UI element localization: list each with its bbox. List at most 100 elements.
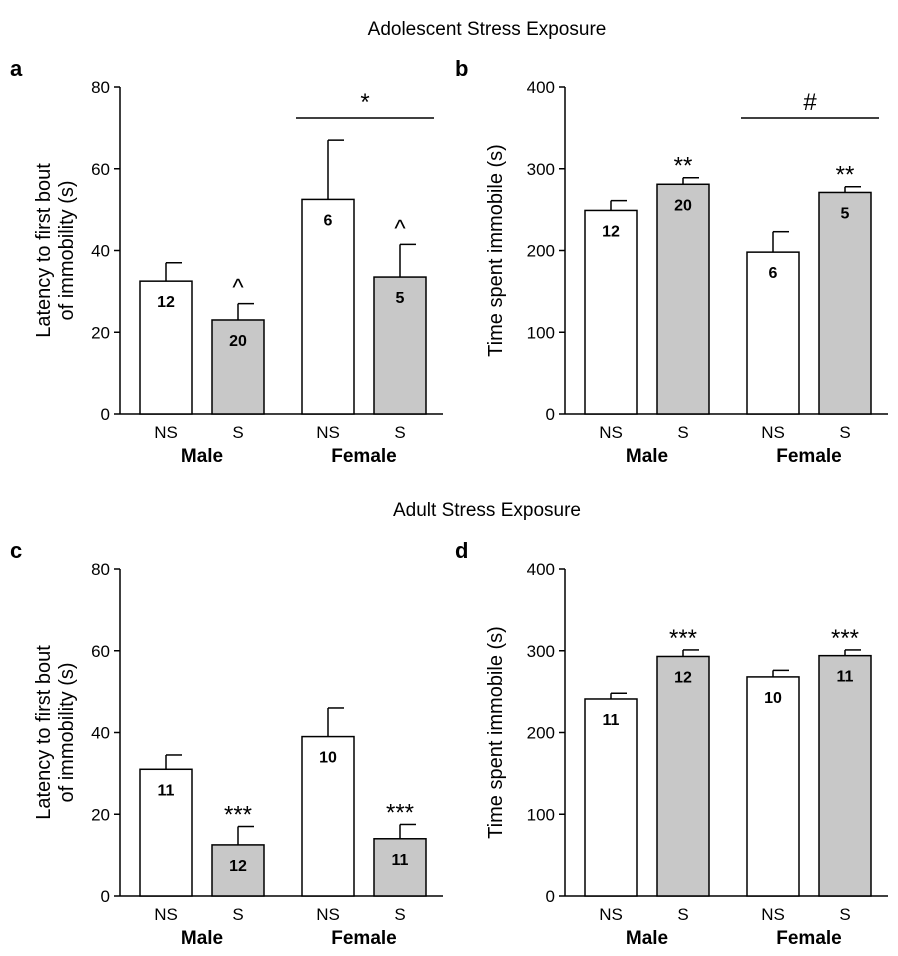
significance-label: ** <box>836 162 855 189</box>
bar-s <box>373 276 427 415</box>
n-label: 20 <box>674 197 692 214</box>
y-tick-label: 60 <box>91 160 110 179</box>
n-label: 5 <box>396 290 405 307</box>
y-tick-label: 300 <box>527 160 555 179</box>
n-label: 10 <box>319 750 337 767</box>
panel-d: d Time spent immobile (s) 0 100 200 300 400 11 N… <box>455 538 888 949</box>
group-label: Male <box>181 928 223 949</box>
significance-label: ^ <box>232 275 244 302</box>
group-label: Female <box>776 446 841 467</box>
y-tick-label: 400 <box>527 78 555 97</box>
n-label: 11 <box>837 669 854 686</box>
panel-letter: a <box>10 56 23 81</box>
panel-letter: c <box>10 538 22 563</box>
category-label: NS <box>154 905 178 924</box>
group-label: Female <box>331 928 396 949</box>
n-label: 11 <box>603 712 620 729</box>
y-tick-label: 0 <box>101 405 110 424</box>
bar-ns <box>746 251 800 415</box>
group-label: Male <box>626 928 668 949</box>
group-label: Male <box>181 446 223 467</box>
category-label: S <box>839 905 850 924</box>
y-tick-label: 20 <box>91 805 110 824</box>
bar-s <box>818 654 872 897</box>
n-label: 20 <box>229 333 247 350</box>
panel-letter: d <box>455 538 468 563</box>
category-label: S <box>394 423 405 442</box>
bar-ns <box>301 198 355 415</box>
n-label: 5 <box>841 205 850 222</box>
section-title-adult: Adult Stress Exposure <box>393 500 581 521</box>
bar-s <box>656 655 710 897</box>
n-label: 10 <box>764 690 782 707</box>
group-label: Female <box>331 446 396 467</box>
bar-s <box>818 191 872 415</box>
significance-label: *** <box>224 802 252 829</box>
group-label: Male <box>626 446 668 467</box>
panel-b: b Time spent immobile (s) 0 100 200 300 400 12 N… <box>455 56 888 467</box>
y-tick-label: 80 <box>91 78 110 97</box>
y-tick-label: 40 <box>91 724 110 743</box>
y-axis-label: Latency to first boutof immobility (s) <box>33 645 78 820</box>
bar-ns <box>584 209 638 415</box>
y-tick-label: 20 <box>91 323 110 342</box>
n-label: 12 <box>157 294 175 311</box>
category-label: NS <box>316 905 340 924</box>
category-label: NS <box>599 423 623 442</box>
y-tick-label: 100 <box>527 323 555 342</box>
section-title-adolescent: Adolescent Stress Exposure <box>368 19 607 40</box>
category-label: NS <box>154 423 178 442</box>
y-tick-label: 200 <box>527 242 555 261</box>
panel-a: a Latency to first boutof immobility (s) 0… <box>10 56 443 467</box>
bracket-label: * <box>360 89 369 116</box>
category-label: NS <box>316 423 340 442</box>
n-label: 6 <box>324 212 333 229</box>
n-label: 11 <box>392 852 409 869</box>
y-axis-label: Latency to first boutof immobility (s) <box>33 163 78 338</box>
bracket-label: # <box>803 89 817 116</box>
panel-letter: b <box>455 56 468 81</box>
bar-s <box>211 844 265 897</box>
y-tick-label: 100 <box>527 805 555 824</box>
bar-ns <box>139 768 193 897</box>
significance-label: ** <box>674 153 693 180</box>
significance-label: *** <box>831 625 859 652</box>
n-label: 12 <box>602 223 620 240</box>
group-label: Female <box>776 928 841 949</box>
category-label: S <box>232 905 243 924</box>
n-label: 12 <box>674 669 692 686</box>
significance-label: *** <box>669 625 697 652</box>
y-tick-label: 80 <box>91 560 110 579</box>
y-axis-label: Time spent immobile (s) <box>485 626 507 839</box>
category-label: S <box>232 423 243 442</box>
bar-ns <box>139 280 193 415</box>
significance-label: *** <box>386 799 414 826</box>
significance-label: ^ <box>394 215 406 242</box>
y-tick-label: 200 <box>527 724 555 743</box>
n-label: 11 <box>158 782 175 799</box>
category-label: NS <box>599 905 623 924</box>
y-axis-label: Time spent immobile (s) <box>485 144 507 357</box>
bar-ns <box>301 735 355 897</box>
y-tick-label: 60 <box>91 642 110 661</box>
bar-s <box>373 838 427 897</box>
category-label: S <box>839 423 850 442</box>
bar-ns <box>584 698 638 897</box>
category-label: NS <box>761 423 785 442</box>
bar-ns <box>746 676 800 897</box>
bar-s <box>211 319 265 415</box>
panel-c: c Latency to first boutof immobility (s) 0… <box>10 538 443 949</box>
category-label: S <box>394 905 405 924</box>
y-tick-label: 40 <box>91 242 110 261</box>
y-tick-label: 0 <box>546 887 555 906</box>
bar-s <box>656 183 710 415</box>
y-tick-label: 400 <box>527 560 555 579</box>
y-tick-label: 300 <box>527 642 555 661</box>
y-tick-label: 0 <box>101 887 110 906</box>
n-label: 6 <box>769 265 778 282</box>
category-label: S <box>677 423 688 442</box>
y-tick-label: 0 <box>546 405 555 424</box>
category-label: NS <box>761 905 785 924</box>
panels: a Latency to first boutof immobility (s) 0… <box>10 56 888 949</box>
